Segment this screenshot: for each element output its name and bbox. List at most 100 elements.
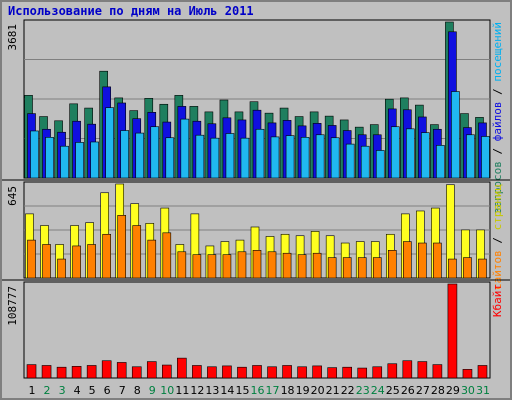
middle-bar-сайтов-24 [372,257,382,279]
top-bar-посещений-27 [421,132,430,179]
bottom-bar-Кбайт-18 [282,365,292,379]
x-tick-label-25: 25 [386,384,400,397]
middle-panel: 645 сайтов / страниц [6,181,504,290]
middle-bar-сайтов-14 [222,254,232,279]
bottom-bar-Кбайт-7 [116,362,127,379]
bottom-bar-Кбайт-13 [207,366,217,379]
middle-bar-сайтов-7 [117,215,127,279]
middle-bar-сайтов-29 [448,258,457,279]
middle-bar-сайтов-8 [132,225,142,279]
bottom-bar-Кбайт-6 [101,360,112,379]
top-bar-посещений-3 [60,145,69,179]
bottom-bar-Кбайт-10 [162,364,172,379]
top-bar-посещений-7 [120,130,130,179]
x-tick-label-16: 16 [251,384,265,397]
bottom-bar-Кбайт-26 [402,360,413,379]
bottom-panel: 108777 Кбайт [6,281,504,379]
top-bar-посещений-4 [75,142,84,179]
top-right-legend-part-3: / [491,82,504,102]
bottom-bar-Кбайт-25 [387,363,398,379]
middle-bar-сайтов-10 [162,232,172,279]
top-y-max-label: 3681 [6,24,19,51]
top-right-legend-part-4: посещений [491,22,504,82]
bottom-y-max-label: 108777 [6,286,19,326]
x-tick-label-12: 12 [190,384,204,397]
bottom-bar-Кбайт-12 [192,365,202,379]
middle-bar-сайтов-28 [433,242,442,279]
middle-bar-сайтов-18 [282,252,292,279]
bottom-plot-area [23,281,491,379]
bottom-bar-Кбайт-2 [41,365,52,379]
bottom-bar-Кбайт-27 [417,361,428,379]
middle-bar-сайтов-23 [357,257,367,279]
top-right-legend-part-1: / [491,141,504,161]
bottom-bar-Кбайт-21 [327,367,337,379]
middle-bar-сайтов-19 [297,254,307,279]
top-bar-посещений-22 [345,143,355,179]
top-bar-посещений-23 [360,145,370,179]
middle-bar-сайтов-12 [192,254,202,279]
bottom-bar-Кбайт-20 [312,365,322,379]
middle-y-max-label: 645 [6,186,19,206]
bottom-bar-Кбайт-4 [71,366,82,379]
middle-bar-сайтов-22 [342,257,352,279]
middle-bar-сайтов-25 [387,250,397,279]
top-bar-посещений-17 [270,136,280,179]
x-tick-label-9: 9 [149,384,156,397]
x-tick-label-15: 15 [235,384,249,397]
top-bar-посещений-26 [406,128,415,179]
x-tick-label-29: 29 [446,384,460,397]
top-right-legend: запросов / файлов / посещений [491,22,504,214]
middle-bar-сайтов-30 [463,257,472,279]
x-tick-label-5: 5 [89,384,96,397]
top-panel: 3681 запросов / файлов / посещений [6,19,504,214]
bottom-bar-Кбайт-31 [477,365,488,379]
top-bar-посещений-20 [315,134,325,179]
top-bar-посещений-8 [135,132,145,179]
bottom-bar-Кбайт-14 [222,365,232,379]
middle-bar-сайтов-26 [403,241,412,279]
middle-bar-сайтов-9 [147,239,157,279]
top-right-legend-part-2: файлов [491,101,504,141]
x-tick-label-8: 8 [134,384,141,397]
bottom-bar-Кбайт-8 [131,366,142,379]
top-bar-посещений-12 [195,134,205,179]
middle-bar-сайтов-5 [87,244,96,279]
top-bar-посещений-25 [390,126,400,179]
middle-bar-сайтов-16 [252,250,262,279]
x-tick-label-14: 14 [220,384,234,397]
middle-bar-сайтов-3 [57,258,66,279]
middle-bar-сайтов-31 [478,258,487,279]
bottom-right-legend-part-0: Кбайт [491,284,504,317]
bottom-bar-Кбайт-24 [372,366,383,379]
middle-bar-сайтов-2 [42,244,51,279]
top-bar-посещений-16 [255,128,265,179]
bottom-bar-Кбайт-30 [462,369,473,379]
x-tick-label-20: 20 [311,384,325,397]
x-axis-ticks: 1 2 3 4 5 6 7 8 9 10 11 12 13 14 15 16 17 18 19 20 21 22 23 24 2… [29,384,490,397]
top-right-legend-part-0: запросов [491,161,504,214]
bottom-bar-Кбайт-1 [26,364,37,379]
x-tick-label-17: 17 [266,384,280,397]
x-tick-label-11: 11 [175,384,189,397]
x-tick-label-10: 10 [160,384,174,397]
bottom-bar-Кбайт-3 [56,366,67,379]
x-tick-label-13: 13 [205,384,219,397]
middle-bar-сайтов-13 [207,254,217,279]
x-tick-label-22: 22 [341,384,355,397]
x-tick-label-3: 3 [59,384,66,397]
bottom-right-legend: Кбайт [491,284,504,317]
top-bar-посещений-28 [436,145,445,179]
x-tick-label-27: 27 [416,384,430,397]
middle-bar-сайтов-1 [27,239,36,279]
top-bar-посещений-10 [165,137,175,179]
bottom-bar-Кбайт-29 [447,283,458,379]
bottom-bar-Кбайт-22 [342,366,352,379]
top-bar-посещений-1 [30,130,39,179]
middle-bar-сайтов-21 [327,257,337,279]
x-tick-label-1: 1 [29,384,36,397]
x-tick-label-28: 28 [431,384,445,397]
bottom-bar-Кбайт-15 [237,366,247,379]
